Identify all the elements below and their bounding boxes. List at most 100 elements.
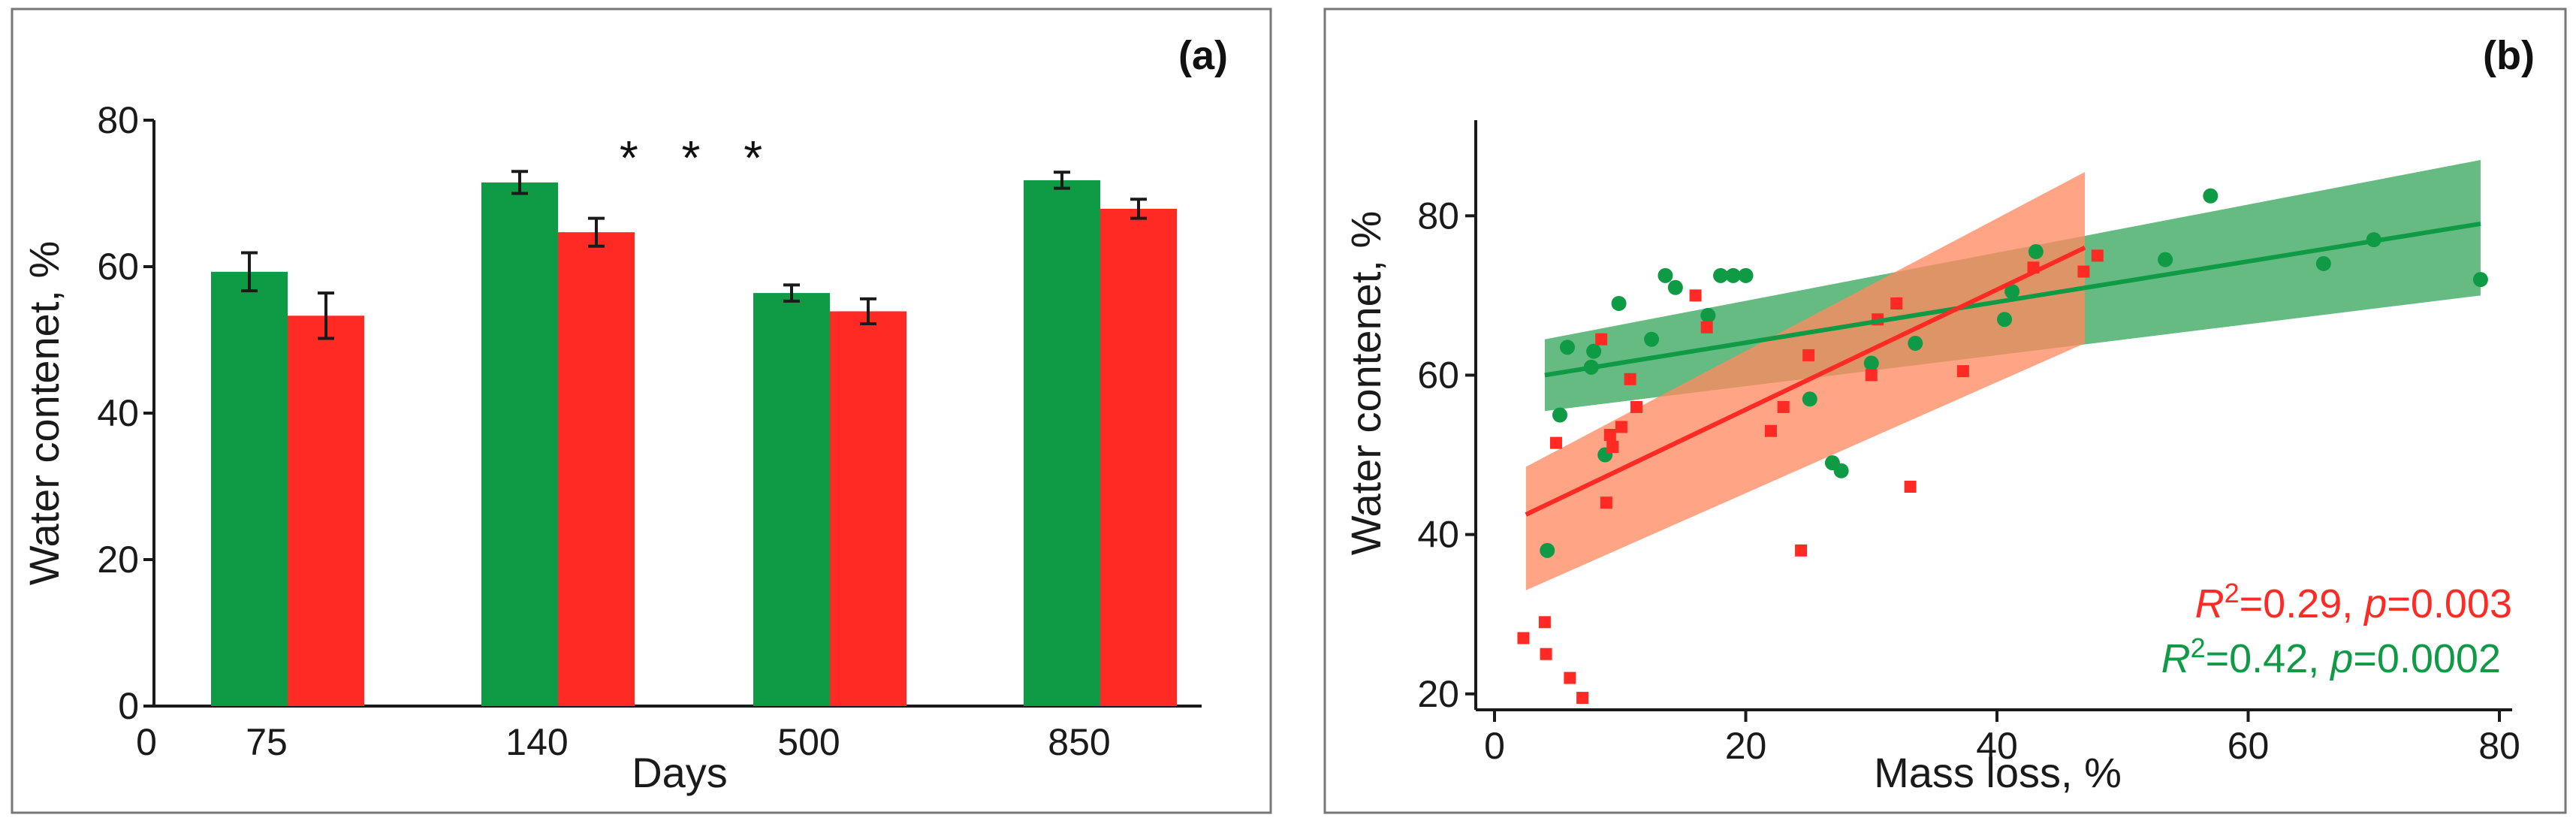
panel-b-point-red — [1615, 421, 1627, 433]
stats-red-r2-sup: 2 — [2225, 578, 2240, 608]
panel-a-bar-red-850 — [1100, 208, 1177, 707]
panel-b-point-green — [1997, 312, 2013, 327]
panel-a-x-tick-label: 500 — [777, 721, 840, 763]
panel-b-point-red — [1904, 480, 1917, 493]
panel-a-y-tick-label: 40 — [97, 392, 139, 434]
panel-b-point-green — [2158, 252, 2173, 267]
panel-b-point-red — [1865, 369, 1878, 382]
panel-a-frame — [11, 8, 1272, 814]
panel-b-point-red — [1890, 297, 1903, 309]
panel-b-point-red — [1564, 672, 1576, 684]
panel-b-point-green — [1658, 267, 1673, 283]
panel-b-fit-line-green — [1544, 221, 2481, 378]
panel-b-point-green — [1725, 267, 1741, 283]
panel-b-point-red — [1540, 647, 1552, 660]
panel-b-point-red — [1624, 373, 1636, 385]
panel-b-point-green — [1908, 336, 1923, 352]
stats-red-p: p — [2363, 581, 2387, 626]
panel-a: (a) 0 20 40 60 80 75 140 500 850 0 Days Water c… — [11, 8, 1272, 814]
panel-b-y-tick-label: 20 — [1417, 673, 1459, 715]
panel-b: (b) 20 40 60 80 0 20 40 60 80 Mass loss, % Wate… — [1323, 8, 2567, 814]
panel-b-point-green — [1667, 279, 1683, 295]
panel-b-point-green — [2028, 244, 2044, 260]
panel-a-bar-green-140 — [481, 182, 558, 706]
panel-b-point-red — [1606, 440, 1619, 453]
panel-a-x-tick-label: 140 — [505, 721, 568, 763]
panel-b-point-red — [1777, 400, 1790, 413]
panel-b-point-red — [1630, 400, 1642, 413]
panel-b-x-tick-label: 60 — [2228, 725, 2270, 767]
panel-b-point-red — [1802, 349, 1815, 361]
panel-a-bar-green-500 — [753, 293, 830, 707]
stats-green-r2-sup: 2 — [2191, 632, 2206, 663]
stats-red-r2-value: =0.29 — [2240, 581, 2342, 626]
panel-a-bar-red-140 — [558, 232, 635, 706]
panel-a-y-tick-label: 0 — [118, 685, 139, 727]
panel-b-x-tick-label: 20 — [1725, 725, 1767, 767]
panel-b-point-green — [2203, 188, 2219, 204]
panel-b-stats-green: R2=0.42, p=0.0002 — [2161, 632, 2501, 682]
panel-b-point-red — [1549, 436, 1562, 449]
panel-b-x-tick-label: 40 — [1976, 725, 2018, 767]
panel-b-point-green — [1802, 391, 1817, 407]
panel-b-point-red — [1595, 333, 1608, 346]
panel-b-y-axis-title: Water contenet, % — [1342, 211, 1389, 556]
panel-a-y-tick-label: 80 — [97, 99, 139, 141]
panel-b-point-green — [1540, 542, 1555, 558]
panel-a-bar-green-75 — [211, 271, 288, 706]
panel-b-point-red — [1517, 632, 1530, 644]
panel-a-y-tick-label: 20 — [97, 539, 139, 581]
stats-red-p-value: =0.003 — [2387, 581, 2512, 626]
panel-b-label: (b) — [2483, 33, 2535, 78]
panel-b-point-red — [1576, 692, 1589, 705]
stats-green-p-value: =0.0002 — [2353, 636, 2501, 681]
panel-b-x-axis-title: Mass loss, % — [1874, 749, 2122, 796]
panel-b-point-green — [1586, 343, 1602, 359]
panel-b-point-green — [2315, 255, 2331, 271]
panel-a-x-origin-label: 0 — [136, 721, 157, 763]
panel-a-significance-annotation: * * * — [620, 131, 777, 185]
stats-green-r2-value: =0.42 — [2206, 636, 2309, 681]
panel-a-x-tick-label: 75 — [246, 721, 288, 763]
panel-b-point-red — [1689, 289, 1702, 302]
panel-b-stats-red: R2=0.29, p=0.003 — [2195, 578, 2512, 627]
panel-a-bar-red-75 — [288, 315, 364, 706]
panel-b-x-tick-label: 0 — [1484, 725, 1505, 767]
panel-b-point-green — [1560, 340, 1576, 355]
stats-red-r2-prefix: R — [2195, 581, 2225, 626]
panel-b-y-tick-label: 40 — [1417, 514, 1459, 556]
stats-green-r2-prefix: R — [2161, 636, 2191, 681]
panel-b-point-green — [1833, 463, 1849, 478]
panel-a-bar-red-500 — [830, 311, 906, 707]
panel-b-fit-line-red — [1525, 246, 2086, 517]
panel-b-point-red — [1700, 321, 1713, 334]
panel-a-x-tick-label: 850 — [1048, 721, 1110, 763]
panel-a-y-axis-title: Water contenet, % — [20, 241, 68, 586]
panel-b-point-green — [1738, 267, 1754, 283]
panel-a-x-axis-title: Days — [632, 749, 728, 796]
panel-b-point-green — [1611, 295, 1627, 311]
panel-b-point-red — [1538, 616, 1551, 629]
panel-b-y-tick-label: 80 — [1417, 195, 1459, 237]
panel-b-point-green — [1713, 267, 1729, 283]
panel-a-bar-green-850 — [1024, 180, 1100, 706]
panel-b-point-green — [1644, 331, 1660, 347]
panel-b-point-red — [2077, 265, 2090, 278]
panel-a-y-tick-label: 60 — [97, 246, 139, 288]
panel-b-point-red — [1956, 365, 1969, 378]
panel-b-point-green — [2472, 272, 2488, 288]
panel-b-frame — [1323, 8, 2567, 814]
panel-b-point-green — [1552, 407, 1567, 423]
panel-b-point-green — [2004, 284, 2020, 300]
panel-b-point-red — [1603, 429, 1616, 442]
stats-green-sep: , — [2308, 636, 2330, 681]
panel-b-point-red — [1764, 424, 1777, 437]
stats-green-p: p — [2329, 636, 2353, 681]
panel-b-point-red — [1795, 544, 1808, 557]
panel-b-point-red — [1600, 496, 1612, 509]
panel-b-point-red — [2091, 249, 2104, 262]
panel-b-y-tick-label: 60 — [1417, 354, 1459, 396]
panel-b-x-tick-label: 80 — [2478, 725, 2520, 767]
